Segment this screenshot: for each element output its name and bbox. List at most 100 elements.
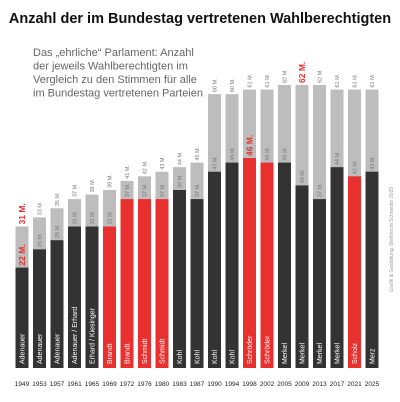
value-label: 62 M. — [283, 69, 289, 83]
value-label: 22 M. — [17, 244, 27, 265]
value-label: 61 M. — [248, 73, 254, 87]
inner-bar — [330, 167, 344, 368]
inner-bar — [313, 199, 326, 368]
leader-label: Erhard / Kiesinger — [90, 307, 97, 364]
x-tick-label: 1957 — [50, 381, 65, 388]
inner-bar — [278, 162, 291, 368]
x-tick-label: 2021 — [347, 381, 362, 388]
value-label: 62 M. — [318, 69, 324, 83]
value-label: 26 M. — [38, 233, 44, 247]
subtitle-line: im Bundestag vertretenen Parteien — [33, 88, 203, 100]
inner-bar — [208, 171, 221, 368]
inner-bar — [68, 226, 81, 368]
value-label: 61 M. — [265, 73, 271, 87]
value-label: 37 M. — [143, 183, 149, 197]
x-tick-label: 2017 — [330, 381, 345, 388]
leader-label: Scholz — [352, 342, 359, 364]
inner-bar — [138, 199, 151, 368]
inner-bar — [103, 226, 116, 368]
x-tick-label: 2005 — [277, 381, 292, 388]
inner-bar — [120, 199, 134, 368]
value-label: 37 M. — [318, 183, 324, 197]
leader-label: Schmidt — [142, 339, 149, 364]
value-label: 31 M. — [90, 210, 96, 224]
value-label: 37 M. — [195, 183, 201, 197]
x-tick-label: 1998 — [242, 381, 257, 388]
inner-bar — [85, 226, 99, 368]
value-label: 43 M. — [213, 155, 219, 169]
x-tick-label: 2002 — [260, 381, 275, 388]
inner-bar — [295, 185, 309, 368]
x-tick-label: 1949 — [15, 381, 30, 388]
x-tick-label: 1953 — [32, 381, 47, 388]
inner-bar — [15, 267, 29, 368]
value-label: 45 M. — [283, 146, 289, 160]
credit: Grafik & Gestaltung: Wahlrecht Schneider… — [389, 187, 395, 292]
value-label: 40 M. — [300, 169, 306, 183]
inner-bar — [173, 189, 186, 368]
leader-label: Adenauer — [55, 333, 62, 364]
leader-label: Adenauer / Erhard — [72, 307, 79, 364]
x-tick-label: 2009 — [295, 381, 310, 388]
leader-label: Merkel — [317, 343, 324, 364]
inner-bar — [50, 240, 64, 368]
value-label: 38 M. — [90, 178, 96, 192]
chart-title: Anzahl der im Bundestag vertretenen Wahl… — [9, 11, 391, 27]
leader-label: Merkel — [335, 343, 342, 364]
value-label: 43 M. — [370, 155, 376, 169]
value-label: 46 M. — [245, 135, 255, 156]
inner-bar — [190, 199, 204, 368]
leader-label: Merkel — [282, 343, 289, 364]
leader-label: Kohl — [230, 350, 237, 364]
inner-bar — [348, 176, 361, 368]
value-label: 33 M. — [38, 201, 44, 215]
value-label: 31 M. — [17, 203, 27, 224]
leader-label: Schmidt — [160, 339, 167, 364]
value-label: 28 M. — [55, 224, 61, 238]
leader-label: Adenauer — [37, 333, 44, 364]
x-tick-label: 2025 — [365, 381, 380, 388]
x-tick-label: 1983 — [172, 381, 187, 388]
value-label: 39 M. — [178, 174, 184, 188]
value-label: 35 M. — [55, 192, 61, 206]
value-label: 31 M. — [108, 210, 114, 224]
x-tick-label: 1980 — [155, 381, 170, 388]
leader-label: Schröder — [247, 335, 254, 364]
x-tick-label: 1976 — [137, 381, 152, 388]
leader-label: Kohl — [212, 350, 219, 364]
inner-bar — [33, 249, 46, 368]
x-tick-label: 1965 — [85, 381, 100, 388]
value-label: 37 M. — [125, 183, 131, 197]
leader-label: Kohl — [177, 350, 184, 364]
value-label: 45 M. — [195, 146, 201, 160]
inner-bar — [243, 158, 256, 368]
value-label: 41 M. — [125, 165, 131, 179]
value-label: 42 M. — [143, 160, 149, 174]
leader-label: Kohl — [195, 350, 202, 364]
value-label: 31 M. — [73, 210, 79, 224]
value-label: 44 M. — [178, 151, 184, 165]
leader-label: Brandt — [125, 343, 132, 364]
value-label: 42 M. — [353, 160, 359, 174]
x-tick-label: 1987 — [190, 381, 205, 388]
inner-bar — [225, 162, 239, 368]
value-label: 60 M. — [213, 78, 219, 92]
value-label: 62 M. — [297, 62, 307, 83]
value-label: 39 M. — [108, 174, 114, 188]
subtitle-line: Vergleich zu den Stimmen für alle — [33, 74, 197, 86]
value-label: 61 M. — [353, 73, 359, 87]
x-tick-label: 1969 — [102, 381, 117, 388]
inner-bar — [155, 199, 169, 368]
value-label: 44 M. — [335, 151, 341, 165]
value-label: 43 M. — [160, 155, 166, 169]
leader-label: Merkel — [300, 343, 307, 364]
subtitle-line: der jeweils Wahlberechtigten im — [33, 61, 188, 73]
value-label: 61 M. — [370, 73, 376, 87]
x-tick-label: 2013 — [312, 381, 327, 388]
value-label: 37 M. — [160, 183, 166, 197]
value-label: 61 M. — [335, 73, 341, 87]
leader-label: Brandt — [107, 343, 114, 364]
leader-label: Adenauer — [20, 333, 27, 364]
x-tick-label: 1994 — [225, 381, 240, 388]
